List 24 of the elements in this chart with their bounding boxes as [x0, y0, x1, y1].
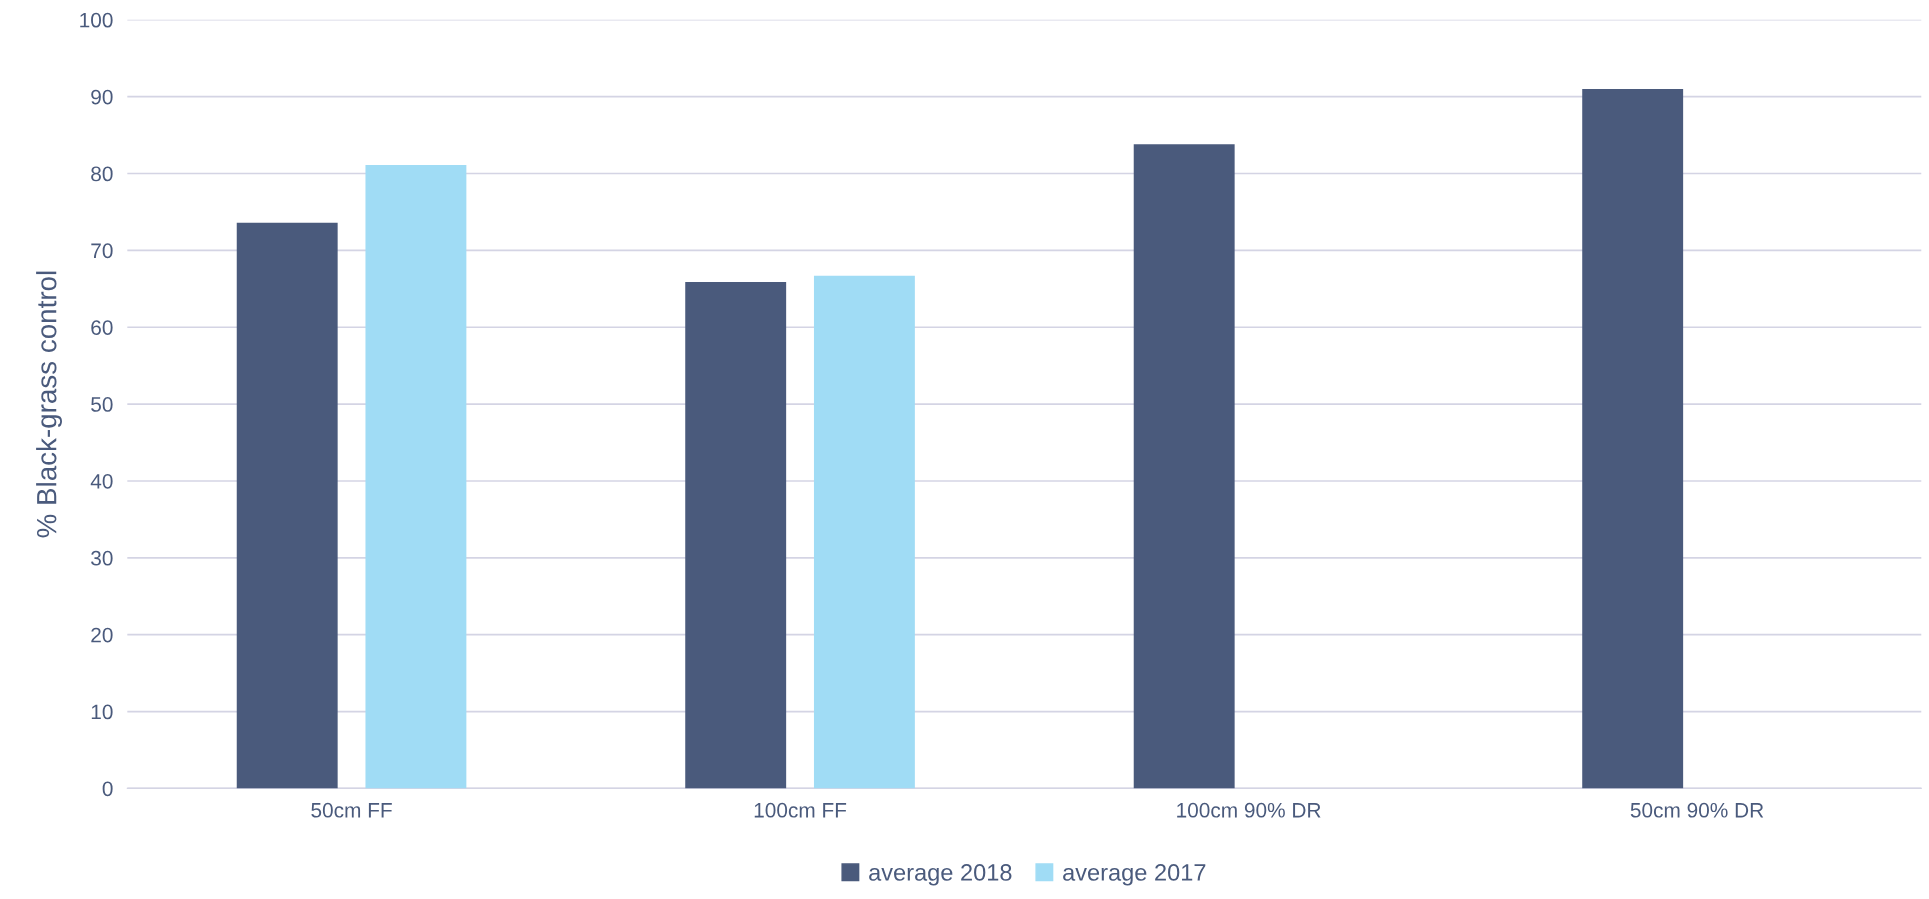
bar — [236, 222, 338, 789]
bar — [685, 281, 787, 789]
bar — [1133, 144, 1235, 789]
y-tick-label: 60 — [91, 320, 113, 335]
y-tick-label: 0 — [102, 781, 113, 797]
bar — [1582, 88, 1684, 789]
legend-label: average 2018 — [869, 864, 1012, 886]
y-tick-label: 80 — [91, 166, 113, 182]
y-tick-label: 50 — [91, 397, 113, 412]
y-tick-label: 100 — [80, 12, 113, 28]
x-tick-label: 100cm 90% DR — [1177, 802, 1321, 818]
y-tick-label: 30 — [91, 550, 113, 566]
y-tick-label: 40 — [90, 473, 113, 489]
bar — [365, 165, 467, 789]
y-tick-label: 70 — [91, 243, 113, 259]
legend-label: average 2017 — [1063, 864, 1206, 886]
y-tick-label: 90 — [91, 89, 113, 105]
y-tick-label: 20 — [91, 627, 113, 643]
y-tick-label: 10 — [91, 704, 113, 720]
bar — [813, 275, 915, 789]
x-tick-label: 50cm 90% DR — [1630, 802, 1764, 818]
x-tick-label: 100cm FF — [754, 802, 847, 818]
x-tick-label: 50cm FF — [311, 802, 392, 818]
y-axis-title: % Black-grass control — [36, 271, 62, 538]
